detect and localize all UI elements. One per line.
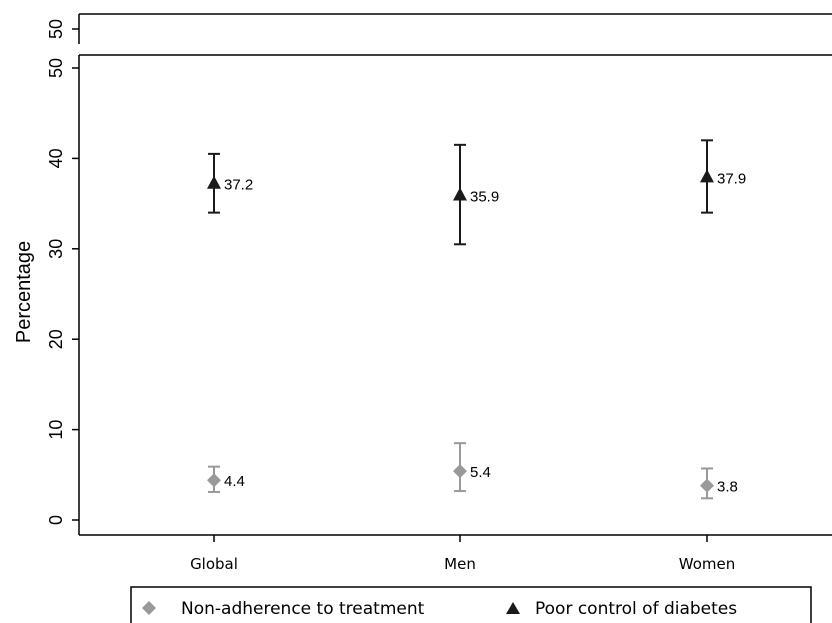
y-tick-label: 40 [46,148,66,168]
legend-label-poor-control: Poor control of diabetes [535,599,737,619]
y-axis: 0 10 20 30 40 50 [46,58,79,525]
data-label: 37.9 [717,170,746,187]
y-tick-label: 30 [46,239,66,259]
top-strip: 50 [46,13,832,44]
x-tick-label: Women [679,555,735,573]
plot-frame [78,54,832,536]
diamond-point [453,464,467,479]
legend-label-non-adherence: Non-adherence to treatment [181,599,425,619]
data-label: 37.2 [224,177,253,194]
diamond-point [207,473,221,488]
y-tick-label: 10 [46,420,66,440]
legend-triangle-icon [506,602,520,614]
triangle-point [700,169,714,183]
triangle-point [453,187,467,201]
x-tick-label: Men [444,555,476,573]
x-tick-label: Global [190,555,238,573]
data-label: 35.9 [470,188,499,205]
data-label: 5.4 [470,464,491,481]
data-label: 4.4 [224,473,245,490]
data-marks: 4.4 5.4 3.8 37.2 35.9 37.9 [207,139,746,500]
legend-diamond-icon [142,601,156,615]
top-strip-tick-label: 50 [46,19,66,39]
y-tick-label: 50 [46,58,66,78]
triangle-point [207,175,221,189]
diamond-point [700,478,714,493]
legend: Non-adherence to treatment Poor control … [130,586,812,623]
y-axis-label: Percentage [13,241,35,343]
y-tick-label: 0 [46,515,66,525]
y-tick-label: 20 [46,329,66,349]
data-label: 3.8 [717,479,738,496]
x-axis: Global Men Women [190,535,735,573]
